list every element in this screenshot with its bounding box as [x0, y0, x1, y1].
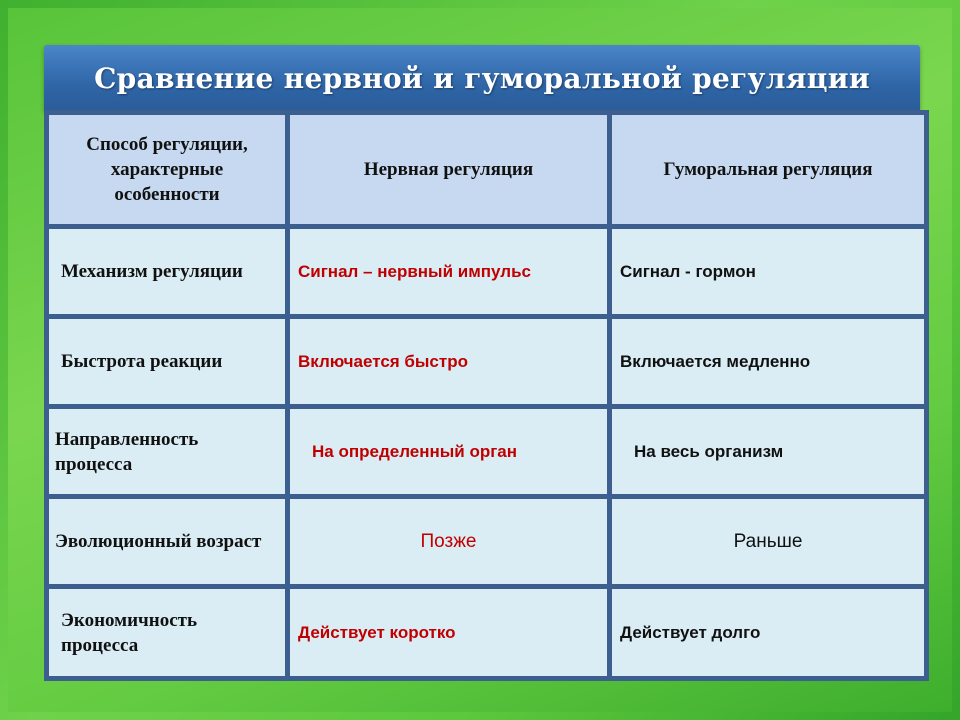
table-row: Механизм регуляции Сигнал – нервный импу… [44, 224, 929, 319]
row-feature: Эволюционный возраст [44, 494, 290, 589]
row-feature: Механизм регуляции [44, 224, 290, 319]
row-feature: Экономичность процесса [44, 584, 290, 681]
header-nervous: Нервная регуляция [285, 110, 612, 229]
header-humoral: Гуморальная регуляция [607, 110, 929, 229]
row-nervous: Сигнал – нервный импульс [285, 224, 612, 319]
row-humoral: На весь организм [607, 404, 929, 499]
row-nervous: На определенный орган [285, 404, 612, 499]
table-row: Эволюционный возраст Позже Раньше [44, 494, 929, 589]
table-header-row: Способ регуляции, характерные особенност… [44, 110, 929, 229]
row-humoral: Включается медленно [607, 314, 929, 409]
slide-title: Сравнение нервной и гуморальной регуляци… [94, 61, 870, 95]
header-feature: Способ регуляции, характерные особенност… [44, 110, 290, 229]
table-row: Направленность процесса На определенный … [44, 404, 929, 499]
row-feature: Направленность процесса [44, 404, 290, 499]
comparison-table: Способ регуляции, характерные особенност… [44, 110, 929, 681]
row-nervous: Позже [285, 494, 612, 589]
table-row: Быстрота реакции Включается быстро Включ… [44, 314, 929, 409]
row-humoral: Сигнал - гормон [607, 224, 929, 319]
row-humoral: Раньше [607, 494, 929, 589]
title-bar: Сравнение нервной и гуморальной регуляци… [44, 45, 920, 111]
row-humoral: Действует долго [607, 584, 929, 681]
row-nervous: Действует коротко [285, 584, 612, 681]
row-nervous: Включается быстро [285, 314, 612, 409]
row-feature: Быстрота реакции [44, 314, 290, 409]
table-row: Экономичность процесса Действует коротко… [44, 584, 929, 681]
